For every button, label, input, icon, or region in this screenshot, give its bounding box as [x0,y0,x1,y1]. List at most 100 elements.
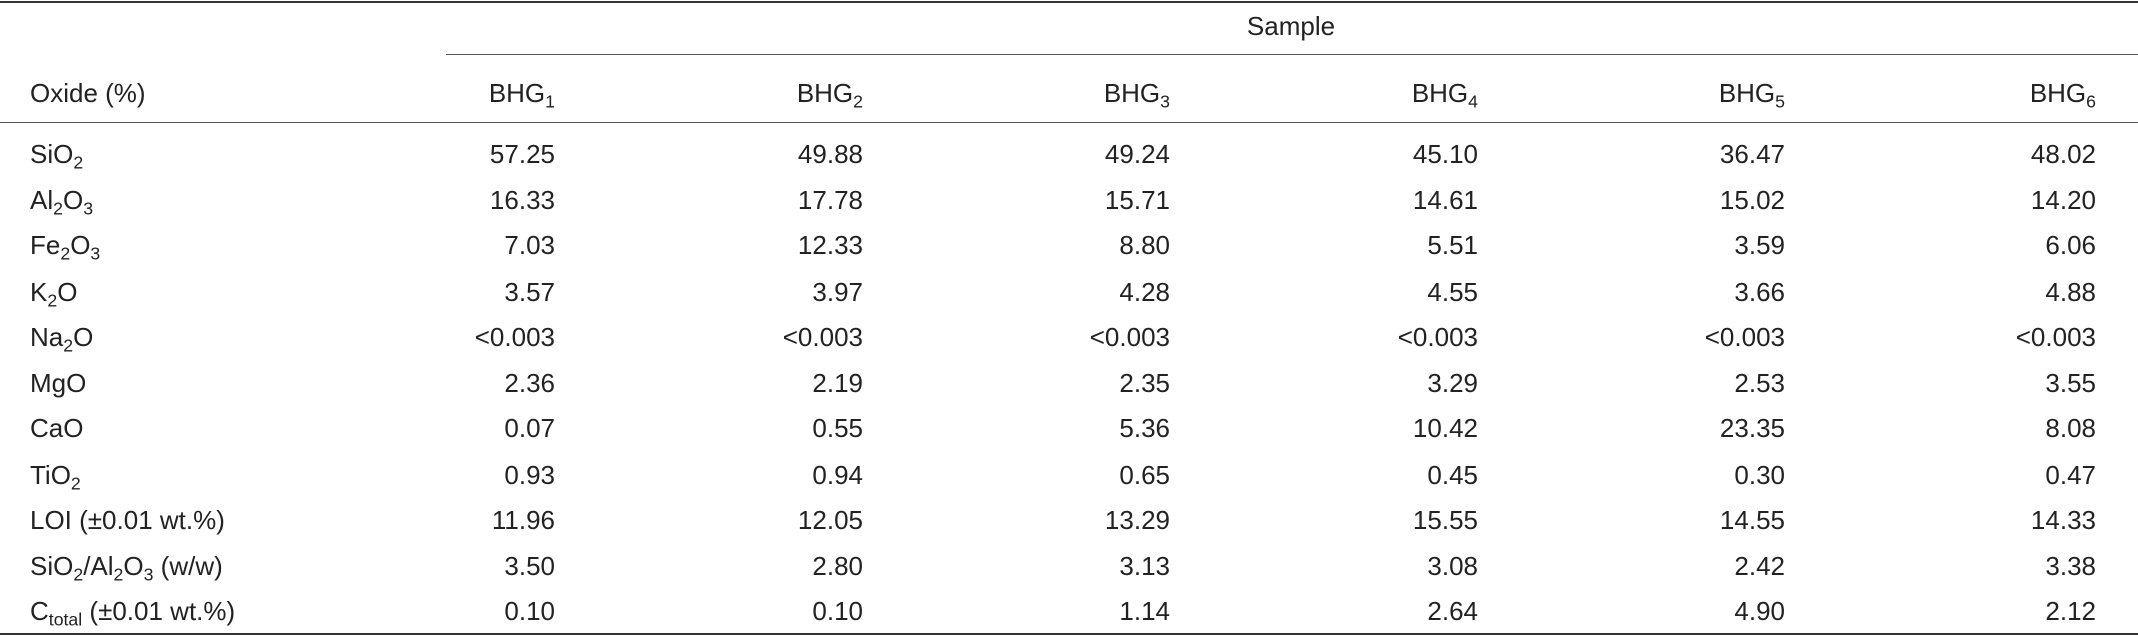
spanner-header: Sample [1246,11,1336,41]
column-header: BHG6 [2029,78,2096,110]
value-cell: 15.55 [1412,505,1478,535]
subscript: 2 [73,564,84,585]
text-part: O [70,230,91,260]
value-cell: 3.50 [504,551,555,581]
value-cell: 16.33 [489,185,555,215]
value-cell: 2.19 [812,368,863,398]
value-cell: 4.28 [1119,277,1170,307]
value-cell: 8.08 [2045,413,2096,443]
row-label: SiO2 [30,139,83,171]
value-cell: 14.55 [1719,505,1785,535]
value-cell: 17.78 [797,185,863,215]
text-part: O [62,185,84,215]
subscript: 6 [2086,91,2096,112]
value-cell: 3.55 [2045,368,2096,398]
text-part: BHG [2029,78,2087,108]
subscript: 2 [47,290,58,311]
value-cell: <0.003 [1397,322,1478,352]
value-cell: 3.38 [2045,551,2096,581]
value-cell: 49.88 [797,139,863,169]
value-cell: 4.88 [2045,277,2096,307]
text-part: TiO [30,460,71,490]
value-cell: 2.36 [504,368,555,398]
value-cell: 36.47 [1719,139,1785,169]
value-cell: 0.94 [812,460,863,490]
text-part: K [30,277,48,307]
value-cell: 2.80 [812,551,863,581]
top-rule [0,1,2138,3]
row-label: TiO2 [30,460,81,492]
text-part: Fe [30,230,61,260]
stub-header: Oxide (%) [30,78,146,108]
value-cell: 0.47 [2045,460,2096,490]
value-cell: 0.93 [504,460,555,490]
text-part: BHG [1103,78,1161,108]
value-cell: 12.33 [797,230,863,260]
column-header: BHG5 [1718,78,1785,110]
subscript: 4 [1468,91,1478,112]
text-part: (w/w) [153,551,223,581]
column-header: BHG3 [1103,78,1170,110]
column-header: BHG4 [1411,78,1478,110]
text-part: BHG [488,78,546,108]
row-label: CaO [30,415,83,441]
value-cell: 0.10 [812,596,863,626]
value-cell: 0.45 [1427,460,1478,490]
subscript: 3 [90,243,101,264]
value-cell: 15.02 [1719,185,1785,215]
text-part: BHG [1411,78,1469,108]
value-cell: 3.97 [812,277,863,307]
value-cell: 14.20 [2030,185,2096,215]
text-part: LOI (±0.01 wt.%) [30,505,225,535]
value-cell: 5.36 [1119,413,1170,443]
value-cell: <0.003 [2015,322,2096,352]
subscript: 2 [113,564,124,585]
subscript: 2 [53,198,63,219]
subscript: 2 [63,335,74,356]
subscript: 2 [60,243,71,264]
value-cell: <0.003 [1089,322,1170,352]
row-label: Na2O [30,322,93,354]
value-cell: 0.55 [812,413,863,443]
subscript: total [48,609,83,630]
subscript: 2 [853,91,863,112]
value-cell: 3.29 [1427,368,1478,398]
spanner-rule [446,54,2138,55]
column-header: BHG2 [797,80,863,110]
value-cell: 3.08 [1427,551,1478,581]
value-cell: 48.02 [2030,139,2096,169]
value-cell: 57.25 [489,139,555,169]
row-label: Fe2O3 [30,230,100,262]
value-cell: 2.35 [1119,368,1170,398]
value-cell: 12.05 [797,505,863,535]
value-cell: 1.14 [1119,596,1170,626]
row-label: LOI (±0.01 wt.%) [30,507,225,533]
value-cell: <0.003 [782,322,863,352]
subscript: 1 [545,91,555,112]
value-cell: 3.13 [1119,551,1170,581]
value-cell: 49.24 [1104,139,1170,169]
subscript: 3 [1160,91,1170,112]
subscript: 3 [83,198,94,219]
row-label: Ctotal (±0.01 wt.%) [30,596,235,628]
value-cell: 0.65 [1119,460,1170,490]
header-rule [0,122,2138,123]
value-cell: <0.003 [1704,322,1785,352]
text-part: Na [30,322,64,352]
value-cell: 7.03 [504,230,555,260]
text-part: SiO [30,139,74,169]
subscript: 3 [143,564,154,585]
text-part: O [57,277,78,307]
row-label: SiO2/Al2O3 (w/w) [30,551,223,583]
value-cell: 15.71 [1104,185,1170,215]
value-cell: 2.42 [1734,551,1785,581]
bottom-rule [0,633,2138,635]
column-header: BHG1 [488,78,555,110]
subscript: 5 [1775,91,1785,112]
text-part: BHG [1718,78,1776,108]
text-part: C [30,596,49,626]
value-cell: 3.66 [1734,277,1785,307]
row-label: MgO [30,370,86,396]
row-label: Al2O3 [30,185,93,217]
